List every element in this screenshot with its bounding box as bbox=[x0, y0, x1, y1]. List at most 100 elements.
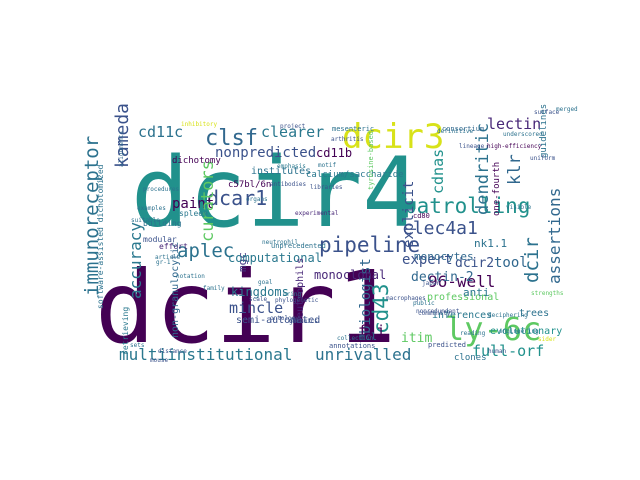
word-trees: trees bbox=[519, 308, 549, 319]
word-klr: klr bbox=[505, 154, 525, 185]
word-motif: motif bbox=[318, 162, 336, 169]
word-dcir2: dcir2 bbox=[455, 256, 494, 271]
word-article: article bbox=[155, 254, 181, 261]
word-collection: collection bbox=[337, 335, 374, 342]
word-phylogenetic: phylogenetic bbox=[275, 297, 319, 304]
word-gr-1: gr-1 bbox=[156, 259, 171, 266]
word-patrolling: patrolling bbox=[404, 194, 530, 218]
word-project: project bbox=[280, 123, 306, 130]
word-strengths: strengths bbox=[531, 290, 564, 297]
word-mesenteric: mesenteric bbox=[332, 125, 374, 133]
word-cdnas: cdnas bbox=[429, 149, 447, 194]
word-consortium: consortium bbox=[442, 125, 484, 133]
word-calcium-saccharide: calcium/saccharide bbox=[306, 170, 404, 180]
word-accuracy: accuracy bbox=[126, 222, 145, 299]
word-scale: scale bbox=[249, 296, 267, 303]
word-clsf: clsf bbox=[205, 126, 258, 151]
word-cd11b: cd11b bbox=[316, 146, 352, 160]
word-non-granulocytic: non-granulocytic bbox=[170, 242, 181, 338]
word-sets: sets bbox=[130, 342, 145, 349]
word-engineering: engineering bbox=[499, 328, 539, 335]
word-emphasis: emphasis bbox=[277, 163, 306, 170]
word-ontology: ontology bbox=[270, 315, 299, 322]
word-suitable: suitable bbox=[131, 217, 160, 224]
word-flj: flj bbox=[358, 322, 385, 340]
word-macrophages: macrophages bbox=[386, 295, 426, 302]
word-evolutionary: evolutionary bbox=[490, 326, 562, 337]
word-high-efficiency: high-efficiency bbox=[487, 143, 542, 150]
word-explicit: explicit bbox=[401, 181, 417, 248]
word-kameda: kameda bbox=[112, 103, 133, 168]
word-semi-automated: semi-automated bbox=[236, 315, 320, 326]
word-organs: organs bbox=[246, 196, 268, 203]
word-effort: effort bbox=[159, 242, 188, 251]
word-uniform: uniform bbox=[530, 155, 556, 162]
word-neutrophil: neutrophil bbox=[262, 239, 299, 246]
word-human: human bbox=[488, 348, 506, 355]
word-paint: paint bbox=[172, 196, 214, 212]
word-family: family bbox=[203, 285, 225, 292]
word-spleen: spleen bbox=[179, 209, 208, 218]
word-lectin: lectin bbox=[487, 115, 541, 133]
word-itim: itim bbox=[401, 331, 432, 346]
word-deciphering: deciphering bbox=[488, 312, 528, 319]
word-neutrophils: neutrophils bbox=[295, 258, 306, 324]
word-immunoreceptor: immunoreceptor bbox=[81, 136, 103, 296]
word-libraries: libraries bbox=[310, 184, 343, 191]
word-lineage: lineage bbox=[459, 143, 485, 150]
word-clec4a1: clec4a1 bbox=[402, 218, 478, 239]
word-pipeline: pipeline bbox=[319, 233, 420, 257]
word-dcir1: dcir1 bbox=[95, 249, 396, 366]
word-definitive: definitive bbox=[437, 128, 474, 135]
word-experimental: experimental bbox=[295, 210, 339, 217]
word-dichotomy: dichotomy bbox=[172, 156, 221, 166]
word-bring: bring bbox=[283, 291, 301, 298]
word-nk1-1: nk1.1 bbox=[474, 237, 507, 250]
word-reading: reading bbox=[460, 330, 486, 337]
word-cd80: cd80 bbox=[413, 212, 430, 220]
word-anti: anti bbox=[463, 286, 490, 299]
word-dcir4: dcir4 bbox=[131, 137, 420, 249]
word-ly-6c: ly-6c bbox=[445, 310, 541, 348]
word-merged: merged bbox=[556, 106, 578, 113]
word-arthritis: arthritis bbox=[331, 136, 364, 143]
word-inhibitory: inhibitory bbox=[181, 121, 218, 128]
word-annotations: annotations bbox=[329, 342, 375, 350]
word-full-orf: full-orf bbox=[472, 342, 544, 360]
word-cd11c: cd11c bbox=[138, 123, 183, 141]
word-institutes: institutes bbox=[251, 166, 311, 177]
word-c57bl-6n: c57bl/6n bbox=[228, 180, 271, 190]
word-antibodies: antibodies bbox=[270, 181, 307, 188]
word-monocytes: monocytes bbox=[414, 250, 474, 263]
word-alignments: alignments bbox=[118, 130, 125, 167]
word-mincle: mincle bbox=[229, 299, 283, 317]
word-software-assisted-dichotomized: software-assisted dichotomized bbox=[96, 164, 105, 309]
word-underscored: underscored bbox=[503, 131, 543, 138]
word-community: community bbox=[418, 310, 451, 317]
word-dcir: dcir bbox=[521, 237, 543, 283]
word-clearer: clearer bbox=[261, 123, 324, 141]
word-multiinstitutional: multiinstitutional bbox=[119, 345, 292, 364]
word-tool: tool bbox=[494, 255, 528, 271]
word-retrieving: retrieving bbox=[121, 307, 130, 355]
word-aplec: aplec bbox=[177, 240, 234, 262]
word-dcar1: dcar1 bbox=[207, 186, 267, 210]
word-unrivalled: unrivalled bbox=[315, 345, 411, 364]
word-assertions: assertions bbox=[545, 188, 564, 284]
word-dcir3: dcir3 bbox=[342, 117, 444, 157]
word-genomics: genomics bbox=[289, 318, 318, 325]
word-mouse: mouse bbox=[150, 357, 168, 364]
word-nonredundant: nonredundant bbox=[416, 308, 460, 315]
word-monoclonal: monoclonal bbox=[314, 268, 386, 282]
cloud-canvas bbox=[80, 120, 560, 360]
word-sider: sider bbox=[538, 336, 556, 343]
word-dectin-2: dectin-2 bbox=[411, 270, 474, 285]
word-building: building bbox=[143, 219, 182, 228]
word-dendritic: dendritic bbox=[473, 123, 493, 215]
word-public: public bbox=[413, 300, 435, 307]
word-goal: goal bbox=[258, 279, 273, 286]
word-expert: expert bbox=[402, 252, 453, 268]
word-biologist: biologist bbox=[358, 258, 374, 334]
